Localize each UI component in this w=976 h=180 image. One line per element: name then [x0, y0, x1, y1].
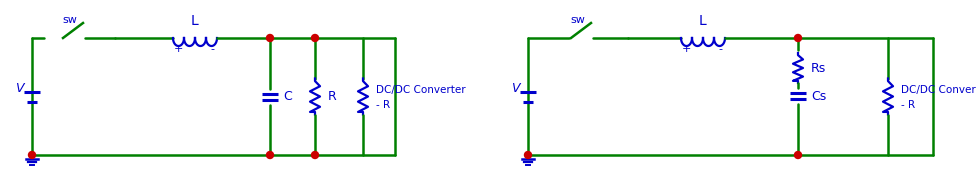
Circle shape [311, 35, 318, 42]
Text: V: V [510, 82, 519, 95]
Text: sw: sw [571, 15, 586, 25]
Text: R: R [328, 90, 337, 103]
Text: sw: sw [62, 15, 77, 25]
Circle shape [524, 152, 532, 159]
Text: - R: - R [376, 100, 390, 109]
Text: -: - [210, 44, 214, 54]
Circle shape [28, 152, 35, 159]
Text: L: L [699, 14, 707, 28]
Text: +: + [681, 44, 691, 54]
Text: Cs: Cs [811, 89, 827, 102]
Circle shape [266, 35, 273, 42]
Text: V: V [15, 82, 23, 95]
Text: DC/DC Converter: DC/DC Converter [376, 84, 466, 95]
Text: C: C [283, 90, 292, 103]
Circle shape [266, 152, 273, 159]
Text: L: L [191, 14, 199, 28]
Circle shape [794, 35, 801, 42]
Circle shape [794, 152, 801, 159]
Text: - R: - R [901, 100, 915, 109]
Text: +: + [174, 44, 183, 54]
Text: Rs: Rs [811, 62, 827, 75]
Text: DC/DC Converter: DC/DC Converter [901, 84, 976, 95]
Text: -: - [718, 44, 722, 54]
Circle shape [311, 152, 318, 159]
